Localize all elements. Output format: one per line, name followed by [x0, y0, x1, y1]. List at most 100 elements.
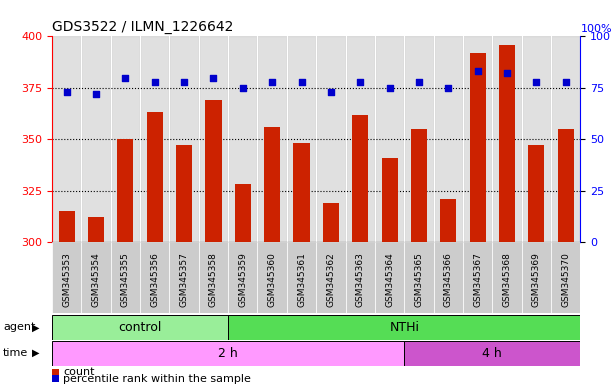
Text: agent: agent — [3, 322, 35, 333]
Bar — [346, 242, 375, 313]
Text: NTHi: NTHi — [389, 321, 419, 334]
Point — [532, 79, 541, 85]
Bar — [492, 36, 522, 242]
Text: GSM345361: GSM345361 — [297, 253, 306, 308]
Bar — [293, 143, 310, 242]
Bar — [522, 36, 551, 242]
Bar — [323, 203, 339, 242]
Bar — [287, 36, 316, 242]
Bar — [257, 242, 287, 313]
Bar — [381, 158, 398, 242]
Bar — [404, 242, 434, 313]
Bar — [117, 139, 133, 242]
Bar — [169, 36, 199, 242]
Bar — [316, 36, 346, 242]
Text: GSM345368: GSM345368 — [502, 253, 511, 308]
Bar — [529, 146, 544, 242]
Bar — [169, 242, 199, 313]
Bar — [316, 242, 346, 313]
Bar — [264, 127, 280, 242]
Point — [238, 85, 247, 91]
Text: GSM345370: GSM345370 — [562, 253, 570, 308]
Bar — [81, 36, 111, 242]
Point — [473, 68, 483, 74]
Bar — [551, 36, 580, 242]
Text: 100%: 100% — [580, 25, 611, 35]
Bar — [81, 242, 111, 313]
Point — [179, 79, 189, 85]
Text: GSM345359: GSM345359 — [238, 253, 247, 308]
Text: count: count — [63, 367, 95, 377]
Text: GSM345365: GSM345365 — [414, 253, 423, 308]
Bar — [499, 45, 515, 242]
Bar — [434, 242, 463, 313]
Bar — [352, 114, 368, 242]
Bar — [228, 242, 257, 313]
Bar — [52, 36, 81, 242]
Text: GSM345366: GSM345366 — [444, 253, 453, 308]
Bar — [228, 36, 257, 242]
Point — [385, 85, 395, 91]
Bar — [375, 242, 404, 313]
Bar — [52, 242, 81, 313]
Bar — [551, 242, 580, 313]
Bar — [375, 36, 404, 242]
Bar — [140, 242, 169, 313]
Bar — [346, 36, 375, 242]
Bar — [257, 36, 287, 242]
Text: GSM345369: GSM345369 — [532, 253, 541, 308]
Bar — [434, 36, 463, 242]
Text: GSM345357: GSM345357 — [180, 253, 189, 308]
Bar — [111, 36, 140, 242]
Bar — [492, 242, 522, 313]
Bar — [199, 242, 228, 313]
Point — [208, 74, 218, 81]
Bar — [235, 184, 251, 242]
Point — [356, 79, 365, 85]
Point — [150, 79, 159, 85]
Text: GSM345353: GSM345353 — [62, 253, 71, 308]
Point — [444, 85, 453, 91]
Point — [120, 74, 130, 81]
Point — [267, 79, 277, 85]
Text: GSM345356: GSM345356 — [150, 253, 159, 308]
Bar — [147, 113, 163, 242]
Bar — [404, 36, 434, 242]
Bar — [441, 199, 456, 242]
Bar — [205, 100, 222, 242]
Point — [296, 79, 306, 85]
Bar — [411, 129, 427, 242]
Text: GSM345362: GSM345362 — [326, 253, 335, 307]
Bar — [111, 242, 140, 313]
Point — [502, 70, 512, 76]
Point — [561, 79, 571, 85]
Bar — [140, 36, 169, 242]
Text: GDS3522 / ILMN_1226642: GDS3522 / ILMN_1226642 — [52, 20, 233, 34]
Text: GSM345364: GSM345364 — [385, 253, 394, 307]
Text: 2 h: 2 h — [218, 347, 238, 359]
Text: GSM345363: GSM345363 — [356, 253, 365, 308]
Text: ▶: ▶ — [32, 322, 39, 333]
Bar — [59, 211, 75, 242]
Bar — [52, 315, 228, 340]
Bar — [558, 129, 574, 242]
Text: GSM345355: GSM345355 — [121, 253, 130, 308]
Bar — [199, 36, 228, 242]
Bar — [470, 53, 486, 242]
Bar — [52, 341, 404, 366]
Text: GSM345354: GSM345354 — [92, 253, 100, 307]
Bar — [176, 146, 192, 242]
Bar — [463, 242, 492, 313]
Text: time: time — [3, 348, 28, 358]
Text: GSM345360: GSM345360 — [268, 253, 277, 308]
Point — [414, 79, 424, 85]
Bar — [228, 315, 580, 340]
Bar — [522, 242, 551, 313]
Bar — [404, 341, 580, 366]
Text: GSM345367: GSM345367 — [473, 253, 482, 308]
Text: 4 h: 4 h — [483, 347, 502, 359]
Text: ▶: ▶ — [32, 348, 39, 358]
Text: GSM345358: GSM345358 — [209, 253, 218, 308]
Bar — [88, 217, 104, 242]
Text: control: control — [119, 321, 162, 334]
